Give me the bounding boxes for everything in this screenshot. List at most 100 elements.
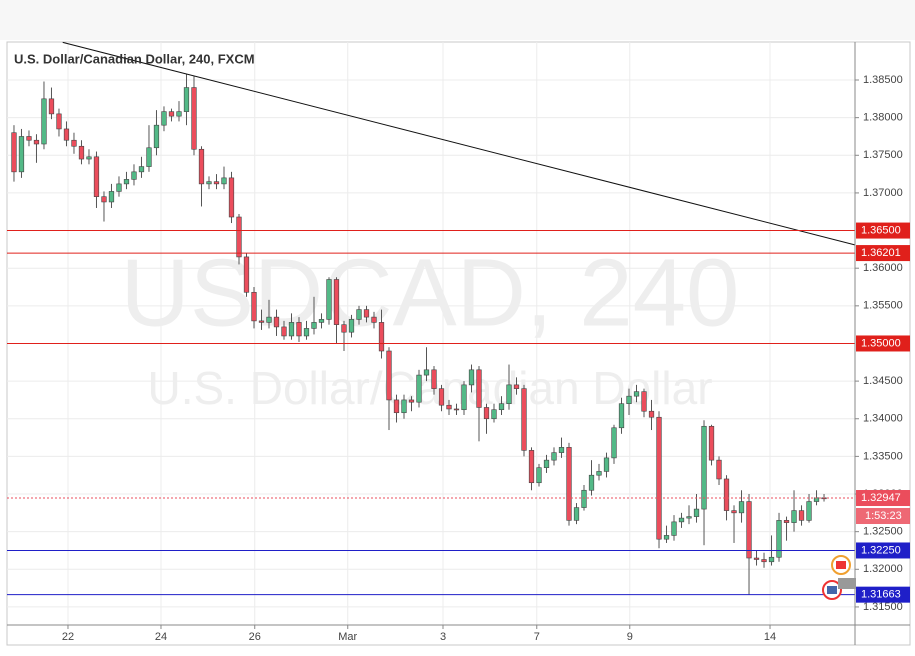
candle-body	[108, 191, 115, 203]
level-label-box	[856, 335, 910, 352]
candle-body	[183, 87, 190, 112]
x-tick-label: 14	[764, 631, 776, 643]
candle-body	[78, 145, 85, 160]
candle-body	[311, 322, 317, 329]
candle-body	[438, 388, 445, 406]
y-tick-label: 1.37500	[863, 149, 903, 161]
candle-body	[731, 510, 737, 514]
candle-body	[138, 166, 145, 173]
candle-body	[716, 459, 722, 480]
candle-body	[798, 510, 805, 521]
candle-body	[528, 450, 535, 484]
x-tick-label: 22	[62, 631, 74, 643]
candle-body	[266, 316, 272, 323]
candle-body	[326, 279, 332, 320]
x-tick-label: 24	[155, 631, 167, 643]
candle-body	[468, 369, 475, 386]
candle-body	[416, 374, 422, 403]
y-tick-label: 1.34500	[863, 375, 903, 387]
flag-icon-fill	[836, 561, 846, 569]
candle-body	[63, 128, 70, 141]
candle-body	[513, 384, 520, 389]
candle-body	[753, 557, 760, 560]
candle-body	[491, 409, 497, 420]
candle-body	[656, 416, 662, 540]
candle-body	[401, 399, 407, 414]
candle-body	[288, 322, 295, 337]
candle-body	[251, 291, 257, 322]
candle-body	[558, 447, 565, 453]
candle-body	[356, 309, 362, 320]
candle-body	[603, 457, 610, 472]
candle-body	[693, 508, 700, 517]
candle-body	[213, 181, 220, 185]
candle-body	[678, 517, 685, 523]
y-tick-label: 1.32500	[863, 526, 903, 538]
candle-body	[86, 156, 92, 160]
level-label-box	[856, 586, 910, 603]
candle-body	[56, 113, 62, 130]
candle-body	[243, 256, 250, 293]
candle-body	[131, 171, 137, 180]
candle-body	[648, 410, 655, 418]
candle-body	[806, 501, 812, 521]
plot	[7, 41, 855, 596]
level-label-box	[856, 222, 910, 239]
candle-body	[483, 407, 490, 420]
candle-body	[48, 98, 55, 115]
axes: 1.315001.320001.325001.330001.335001.340…	[62, 74, 910, 643]
x-tick-label: 9	[627, 631, 633, 643]
candle-body	[18, 136, 25, 173]
candle-body	[543, 459, 550, 468]
candle-body	[588, 474, 595, 491]
candle-body	[581, 489, 587, 508]
candle-body	[191, 87, 197, 150]
candle-body	[146, 147, 152, 167]
candle-body	[378, 322, 385, 352]
trend-line	[62, 41, 855, 246]
candle-body	[431, 369, 437, 389]
candle-body	[536, 467, 542, 484]
candle-body	[11, 132, 17, 173]
candle-body	[258, 320, 265, 323]
y-tick-label: 1.37000	[863, 187, 903, 199]
candle-body	[701, 425, 707, 510]
candle-body	[461, 384, 467, 411]
chart-title: U.S. Dollar/Canadian Dollar, 240, FXCM	[14, 51, 255, 66]
candle-body	[761, 559, 767, 563]
candle-body	[551, 452, 557, 461]
toolbar	[0, 0, 915, 40]
candle-body	[573, 507, 580, 521]
y-tick-label: 1.38000	[863, 112, 903, 124]
candle-body	[228, 177, 235, 218]
candle-body	[123, 179, 130, 185]
level-label-box	[856, 542, 910, 559]
candle-body	[303, 328, 310, 337]
candle-body	[176, 111, 182, 117]
candle-body	[273, 316, 280, 328]
candle-body	[206, 181, 212, 185]
level-label: 1.36201	[861, 247, 901, 259]
candle-body	[348, 319, 355, 333]
candle-body	[521, 388, 527, 451]
x-tick-label: 3	[440, 631, 446, 643]
level-label: 1.31663	[861, 589, 901, 601]
candle-body	[423, 369, 430, 376]
candle-body	[611, 427, 617, 459]
level-label: 1.36500	[861, 224, 901, 236]
candle-body	[296, 322, 302, 337]
candle-body	[41, 98, 47, 145]
level-label: 1.32250	[861, 544, 901, 556]
x-tick-label: 26	[249, 631, 261, 643]
watermark: USDCAD, 240	[121, 239, 740, 346]
candle-body	[281, 326, 287, 337]
candle-body	[783, 520, 790, 523]
x-tick-label: Mar	[338, 631, 357, 643]
candle-body	[408, 399, 415, 403]
candle-body	[71, 139, 77, 147]
candle-body	[363, 309, 370, 318]
last-price-label: 1.32947	[861, 492, 901, 504]
candle-body	[26, 136, 32, 141]
y-tick-label: 1.34000	[863, 413, 903, 425]
candle-body	[476, 369, 482, 408]
